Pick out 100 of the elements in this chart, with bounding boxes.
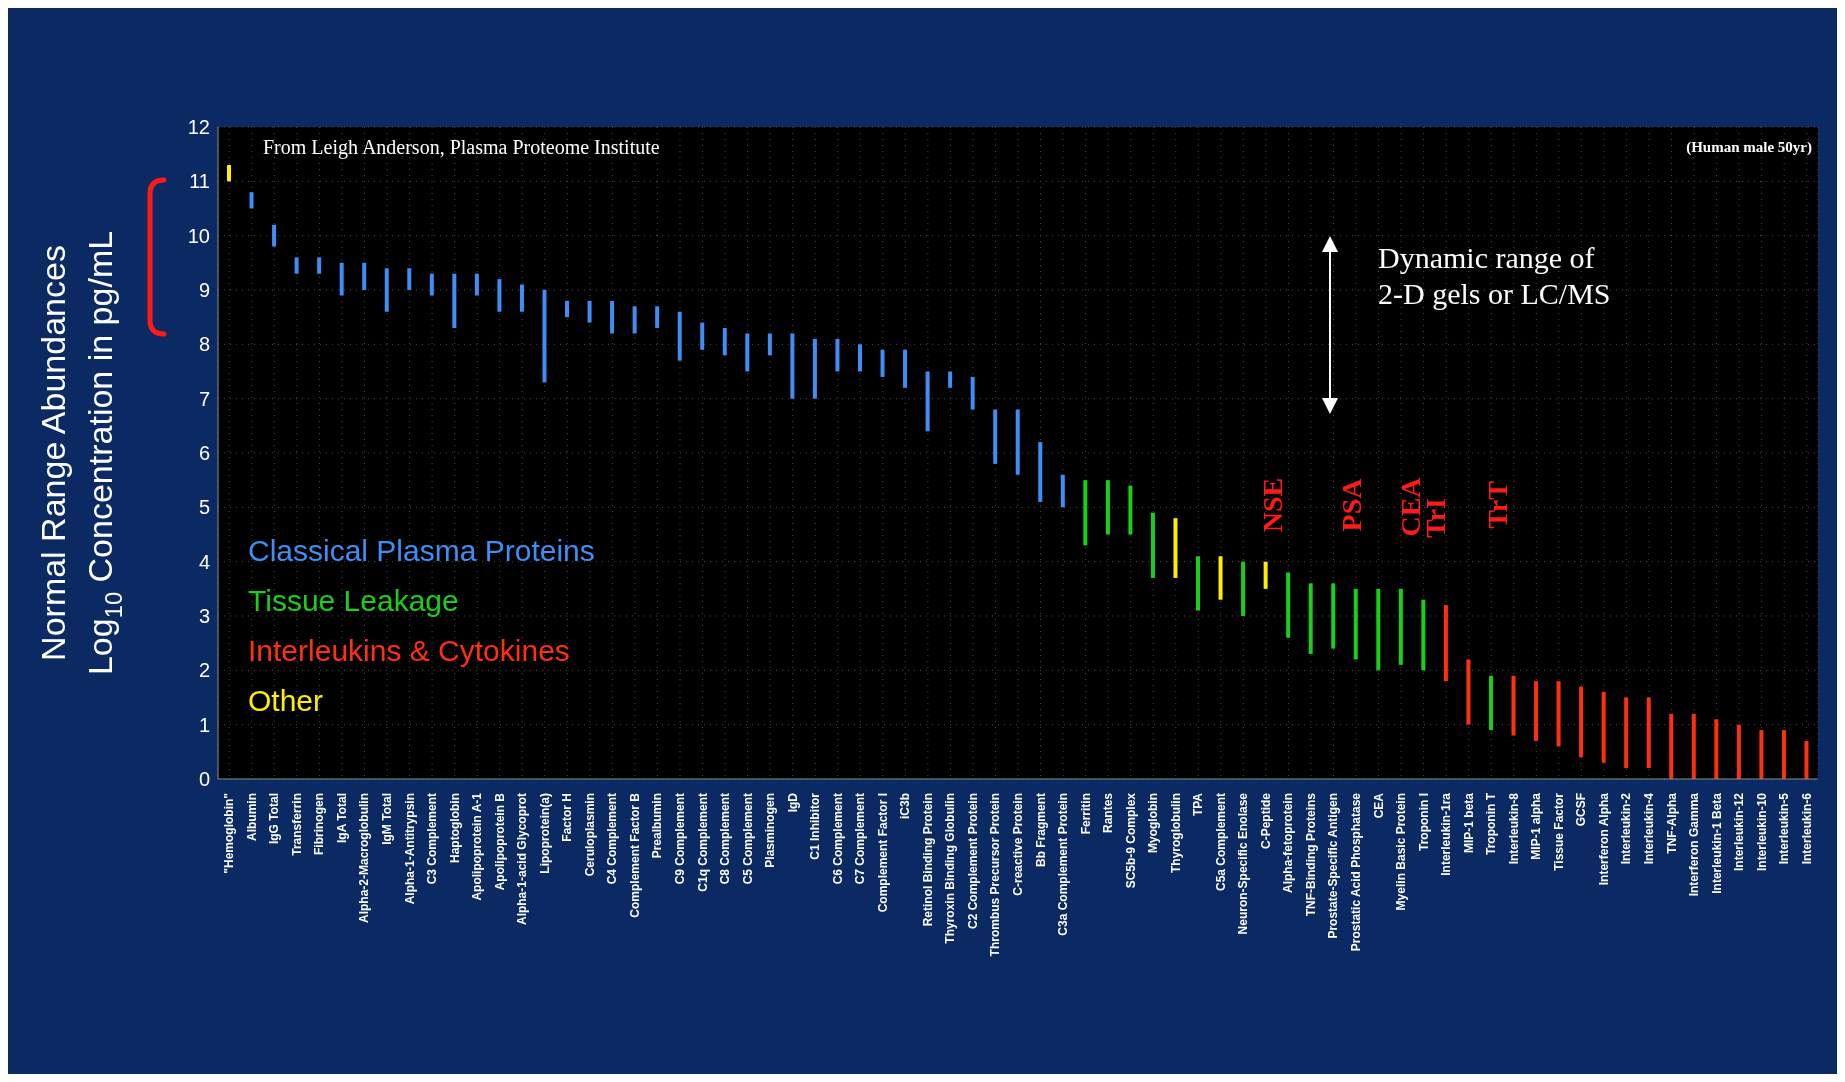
bar (1714, 719, 1719, 779)
x-tick-label: Alpha-2-Macroglobulin (357, 793, 372, 923)
bar (1579, 686, 1584, 758)
bar (272, 224, 277, 247)
bar (1534, 681, 1539, 741)
y-tick-label: 12 (187, 116, 210, 139)
bar (1398, 588, 1403, 665)
x-tick-label: C6 Complement (830, 793, 845, 885)
bar (1150, 512, 1155, 578)
y-tick-label: 3 (198, 605, 210, 628)
bar (1804, 740, 1809, 779)
bar (1015, 409, 1020, 475)
annotation: (Human male 50yr) (1686, 139, 1812, 156)
bar (1196, 556, 1201, 611)
text: Tissue Leakage (248, 584, 459, 618)
x-tick-label: IgG Total (267, 793, 282, 845)
bar (1105, 480, 1110, 535)
bar (700, 322, 705, 350)
bar (587, 300, 592, 323)
x-tick-label: MIP-1 alpha (1529, 792, 1544, 860)
bar (1759, 730, 1764, 779)
bar (1511, 675, 1516, 736)
x-tick-label: Interleukin-8 (1506, 792, 1521, 865)
bar (452, 273, 457, 329)
bar (1060, 474, 1065, 508)
x-tick-label: Apolipoprotein B (492, 792, 507, 891)
x-tick-label: Factor H (560, 793, 575, 842)
x-tick-label: Thyroglobulin (1168, 793, 1183, 873)
x-tick-label: Interleukin-5 (1777, 792, 1792, 865)
x-tick-label: "Hemoglobin" (222, 793, 237, 874)
x-tick-label: Myelin Basic Protein (1394, 793, 1409, 911)
x-tick-label: IgM Total (380, 793, 395, 845)
x-tick-label: Bb Fragment (1033, 793, 1048, 868)
bar (1083, 480, 1088, 546)
y-tick-label: 11 (189, 170, 210, 193)
x-tick-label: SC5b-9 Complex (1123, 792, 1138, 889)
x-tick-label: IgD (785, 792, 800, 813)
y-tick-label: 7 (198, 387, 210, 410)
bar (812, 338, 817, 399)
x-tick-label: Alpha-fetoprotein (1281, 793, 1296, 893)
y-tick-label: 8 (198, 333, 210, 356)
y-tick-label: 1 (198, 713, 210, 736)
x-tick-label: Plasminogen (763, 793, 778, 868)
bar (1691, 713, 1696, 779)
x-tick-label: Interleukin-1 Beta (1709, 792, 1724, 894)
y-tick-label: 0 (198, 768, 210, 791)
bar (993, 409, 998, 464)
x-tick-label: Troponin T (1484, 792, 1499, 855)
bar (227, 165, 231, 182)
x-tick-label: iC3b (898, 793, 913, 820)
y-tick-label: 9 (198, 279, 210, 302)
y-tick-label: 10 (187, 224, 210, 247)
bar (1353, 588, 1358, 660)
bar (1286, 572, 1291, 638)
annotation: PSA (1335, 477, 1367, 532)
x-tick-label: Thyroxin Binding Globulin (943, 793, 958, 944)
x-tick-label: C1 Inhibitor (808, 792, 823, 860)
bar (745, 333, 750, 372)
bar (1128, 485, 1133, 535)
x-tick-label: C-Peptide (1258, 792, 1273, 850)
x-tick-label: C9 Complement (672, 793, 687, 885)
bar (970, 376, 975, 410)
bar (610, 300, 615, 334)
text: Interleukins & Cytokines (248, 634, 570, 668)
x-tick-label: Tissue Factor (1551, 792, 1566, 871)
text: Classical Plasma Proteins (248, 534, 595, 568)
x-tick-label: Neuron-Specific Enolase (1236, 792, 1251, 935)
y-tick-label: 2 (198, 659, 210, 682)
bar (1781, 730, 1786, 779)
x-tick-label: Haptoglobin (447, 793, 462, 863)
bar (1218, 556, 1223, 600)
x-tick-label: C7 Complement (853, 793, 868, 885)
bar (429, 273, 434, 296)
x-tick-label: Prostate-Specific Antigen (1326, 793, 1341, 939)
x-tick-label: TNF-Binding Proteins (1303, 792, 1318, 917)
bar (1466, 659, 1471, 725)
bar (1038, 442, 1043, 502)
bar (925, 371, 930, 432)
x-tick-label: C8 Complement (718, 793, 733, 885)
x-tick-label: C3a Complement Protein (1056, 793, 1071, 936)
bar (384, 268, 389, 312)
x-tick-label: Interferon Gamma (1687, 792, 1702, 897)
x-tick-label: Complement Factor B (627, 792, 642, 918)
x-tick-label: Troponin I (1416, 793, 1431, 851)
y-tick-label: 5 (198, 496, 210, 519)
bar (474, 273, 479, 296)
bar (1646, 697, 1651, 769)
x-tick-label: CEA (1371, 792, 1386, 819)
bar (1556, 681, 1561, 747)
x-tick-label: C5 Complement (740, 793, 755, 885)
bar (1263, 561, 1268, 589)
x-tick-label: C5a Complement (1213, 793, 1228, 892)
x-tick-label: GCSF (1574, 793, 1589, 827)
bar (1173, 518, 1178, 578)
x-tick-label: Prostatic Acid Phosphatase (1349, 792, 1364, 952)
x-tick-label: Alpha-1-Antitrypsin (402, 793, 417, 905)
bar (1488, 675, 1493, 731)
x-tick-label: Interleukin-4 (1641, 792, 1656, 865)
x-tick-label: C2 Complement Protein (965, 793, 980, 930)
bar (677, 311, 682, 361)
